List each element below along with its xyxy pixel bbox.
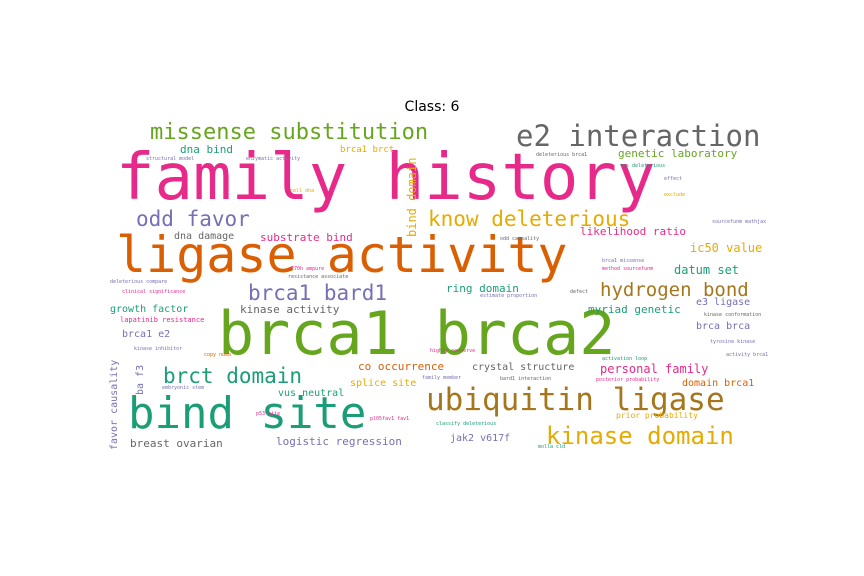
word-small: brca1 missense <box>602 258 645 264</box>
word-kinase-activity: kinase activity <box>240 303 340 316</box>
word-ic50-value: ic50 value <box>690 241 763 255</box>
word-kinase-domain: kinase domain <box>546 422 734 450</box>
word-likelihood-ratio: likelihood ratio <box>580 225 686 238</box>
word-lapatinib-resistance: lapatinib resistance <box>120 316 205 324</box>
word-favor-causality: favor causality <box>109 359 120 450</box>
word-ubiquitin-ligase: ubiquitin ligase <box>426 382 725 418</box>
word-brca1-bard1: brca1 bard1 <box>248 281 388 305</box>
word-dna-damage: dna damage <box>174 231 235 242</box>
word-small: resistance associate <box>288 274 349 280</box>
word-know-deleterious: know deleterious <box>428 207 631 231</box>
word-small: c270h ampure <box>288 266 325 272</box>
word-small: odd causality <box>500 236 540 242</box>
word-jak2-v617f: jak2 v617f <box>450 433 511 444</box>
word-small: kinase conformation <box>704 312 762 318</box>
word-domain-brca1: domain brca1 <box>682 378 755 389</box>
word-ba-f3: ba f3 <box>135 364 146 395</box>
word-brca-brca: brca brca <box>696 321 751 332</box>
word-missense-substitution: missense substitution <box>150 120 429 145</box>
word-cloud: family history ligase activity brca1 brc… <box>108 120 780 456</box>
word-ligase-activity: ligase activity <box>116 226 568 284</box>
word-dna-bind: dna bind <box>180 143 233 156</box>
word-small: estimate proportion <box>480 293 538 299</box>
word-personal-family: personal family <box>600 362 709 376</box>
word-small: clinical significance <box>122 289 186 295</box>
word-small: effect <box>664 176 683 182</box>
word-small: deleterious compare <box>110 279 168 285</box>
word-small: kinase inhibitor <box>134 346 183 352</box>
word-e3-ligase: e3 ligase <box>696 297 751 308</box>
word-brca1-brct: brca1 brct <box>340 145 395 155</box>
word-small: bard1 interaction <box>500 376 552 382</box>
word-small: highly conserve <box>430 348 476 354</box>
word-e2-interaction: e2 interaction <box>516 120 761 153</box>
word-bind-site: bind site <box>128 388 367 439</box>
word-logistic-regression: logistic regression <box>276 435 402 448</box>
word-small: copy numb <box>204 352 232 358</box>
word-small: activation loop <box>602 356 648 362</box>
word-small: exclude <box>664 192 686 198</box>
word-small: p53 site <box>256 411 281 417</box>
word-small: family member <box>422 375 462 381</box>
word-small: activity brca1 <box>726 352 769 358</box>
word-small: posterior probability <box>596 377 660 383</box>
word-small: molla cld <box>538 444 566 450</box>
word-hydrogen-bond: hydrogen bond <box>600 279 749 301</box>
word-prior-probability: prior probability <box>616 411 698 420</box>
word-growth-factor: growth factor <box>110 304 189 315</box>
word-small: embryonic stem <box>162 385 205 391</box>
word-bind-domain: bind domain <box>405 157 419 237</box>
word-substrate-bind: substrate bind <box>260 231 353 244</box>
word-co-occurrence: co occurrence <box>358 360 445 373</box>
word-crystal-structure: crystal structure <box>472 362 575 373</box>
word-vus-neutral: vus neutral <box>278 388 345 399</box>
word-breast-ovarian: breast ovarian <box>130 437 223 450</box>
word-family-history: family history <box>116 141 656 215</box>
word-small: method sourcefunm <box>602 266 654 272</box>
word-brca1-brca2: brca1 brca2 <box>218 299 616 369</box>
word-small: defect <box>570 289 589 295</box>
word-small: classify deleterious <box>436 421 497 427</box>
word-genetic-laboratory: genetic laboratory <box>618 147 738 160</box>
word-brca1-e2: brca1 e2 <box>122 329 171 340</box>
word-small: cell dna <box>290 188 315 194</box>
word-myriad-genetic: myriad genetic <box>588 303 681 316</box>
word-small: structural model <box>146 156 195 162</box>
word-small: vus deleterious <box>620 163 666 169</box>
word-small: sourcefunm mathjax <box>712 219 767 225</box>
word-datum-set: datum set <box>674 263 740 277</box>
word-small: deleterious brca1 <box>536 152 588 158</box>
word-splice-site: splice site <box>350 378 417 389</box>
chart-title: Class: 6 <box>404 99 460 115</box>
word-small: pl05fav1 fav1 <box>370 416 410 422</box>
word-small: enzymatic activity <box>246 156 301 162</box>
word-odd-favor: odd favor <box>136 207 250 231</box>
word-small: tyrosine kinase <box>710 339 756 345</box>
word-brct-domain: brct domain <box>163 364 303 388</box>
word-ring-domain: ring domain <box>446 282 519 295</box>
